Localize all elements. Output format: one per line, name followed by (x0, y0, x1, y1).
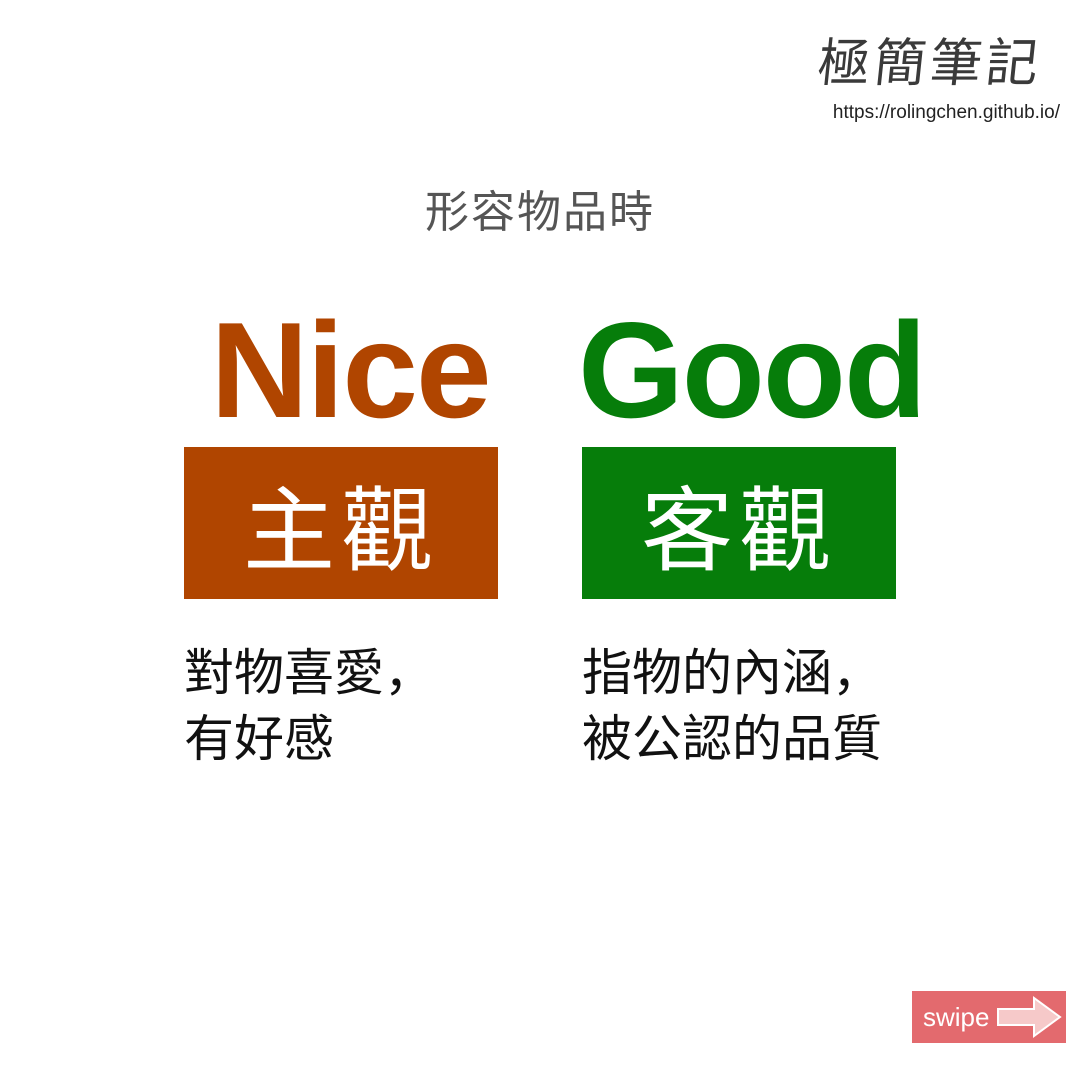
description-nice-line-2: 有好感 (184, 710, 334, 768)
swipe-button[interactable]: swipe (912, 991, 1066, 1043)
label-box-objective: 客觀 (582, 447, 896, 599)
description-good-line-1: 指物的內涵， (582, 644, 882, 702)
description-good-line-2: 被公認的品質 (582, 710, 882, 768)
word-good: Good (578, 294, 927, 446)
label-objective: 客觀 (640, 477, 837, 585)
description-nice: 對物喜愛， 有好感 (184, 640, 434, 772)
description-good: 指物的內涵， 被公認的品質 (582, 640, 882, 772)
swipe-label: swipe (923, 1001, 990, 1032)
page-subtitle: 形容物品時 (425, 187, 655, 238)
brand-url[interactable]: https://rolingchen.github.io/ (832, 102, 1060, 123)
word-nice: Nice (210, 294, 491, 446)
brand-logo: 極簡筆記 (814, 34, 1046, 94)
arrow-right-icon (997, 996, 1062, 1038)
label-subjective: 主觀 (242, 477, 439, 585)
brand-header: 極簡筆記 https://rolingchen.github.io/ (800, 32, 1060, 124)
description-nice-line-1: 對物喜愛， (184, 644, 434, 702)
label-box-subjective: 主觀 (184, 447, 498, 599)
